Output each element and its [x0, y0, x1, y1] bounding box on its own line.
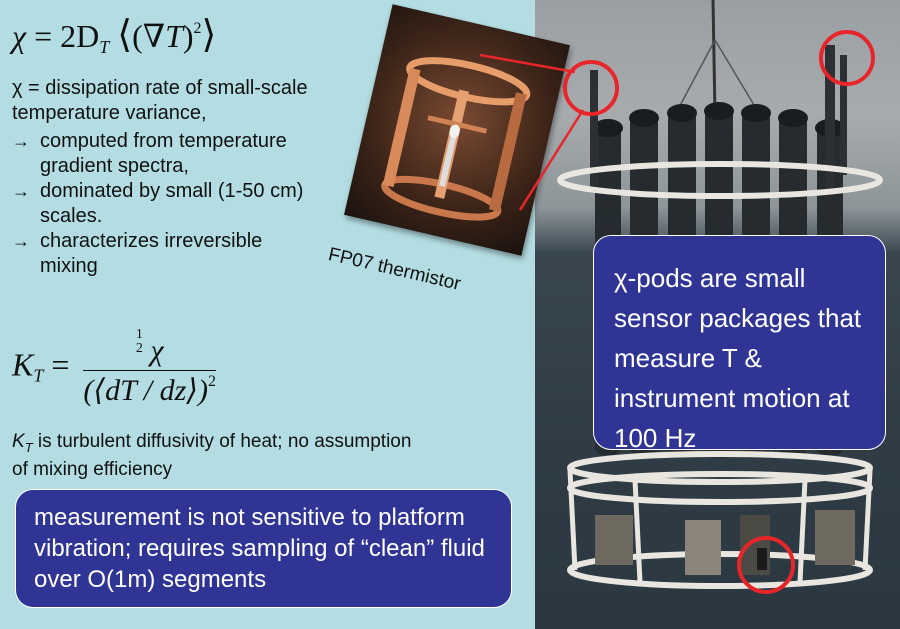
bullet-text: computed from temperature gradient spect…: [40, 130, 287, 177]
gradient-term: ∇T: [142, 18, 183, 54]
chi-description: χ = dissipation rate of small-scale temp…: [12, 77, 308, 124]
kt-denominator: (⟨dT / dz⟩)2: [83, 371, 216, 408]
kt-lhs: K: [12, 346, 34, 383]
bullet-item: → characterizes irreversible mixing: [12, 229, 322, 279]
half-numerator: 1: [135, 327, 143, 342]
equals-sign: =: [51, 346, 70, 383]
bullet-item: → dominated by small (1-50 cm) scales.: [12, 179, 322, 229]
paren-close: ): [182, 18, 194, 54]
kt-lhs-subscript: T: [33, 365, 44, 386]
angle-bracket-close: ⟩: [201, 14, 217, 56]
coefficient: 2D: [60, 18, 100, 54]
denominator-expression: (⟨dT / dz⟩): [83, 374, 208, 407]
chipod-callout: χ-pods are small sensor packages that me…: [593, 235, 886, 453]
numerator-chi: χ: [150, 334, 164, 367]
equals-sign: =: [34, 18, 53, 54]
bullet-item: → computed from temperature gradient spec…: [12, 129, 322, 179]
arrow-icon: →: [12, 181, 30, 201]
thermistor-illustration: [381, 57, 531, 221]
bullet-text: characterizes irreversible mixing: [40, 230, 263, 277]
arrow-icon: →: [12, 231, 30, 251]
measurement-callout: measurement is not sensitive to platform…: [15, 489, 512, 608]
kt-symbol: KT: [12, 431, 33, 455]
kt-description: KT is turbulent diffusivity of heat; no …: [12, 431, 432, 481]
exponent: 2: [193, 20, 202, 37]
thermistor-photo: [344, 4, 570, 256]
coefficient-subscript: T: [99, 37, 110, 57]
kt-symbol-subscript: T: [24, 439, 33, 455]
kt-description-text: is turbulent diffusivity of heat; no ass…: [12, 431, 412, 480]
bullet-text: dominated by small (1-50 cm) scales.: [40, 180, 304, 227]
kt-symbol-letter: K: [12, 431, 25, 452]
paren-open: (: [132, 18, 143, 54]
half-denominator: 2: [135, 341, 143, 356]
chi-symbol: χ: [12, 18, 27, 54]
arrow-icon: →: [12, 131, 30, 151]
angle-bracket-open: ⟨: [117, 14, 133, 56]
chi-equation: χ = 2DT ⟨(∇T)2⟩: [12, 12, 216, 58]
chi-bullet-list: → computed from temperature gradient spec…: [12, 129, 322, 279]
denominator-exponent: 2: [207, 373, 216, 390]
